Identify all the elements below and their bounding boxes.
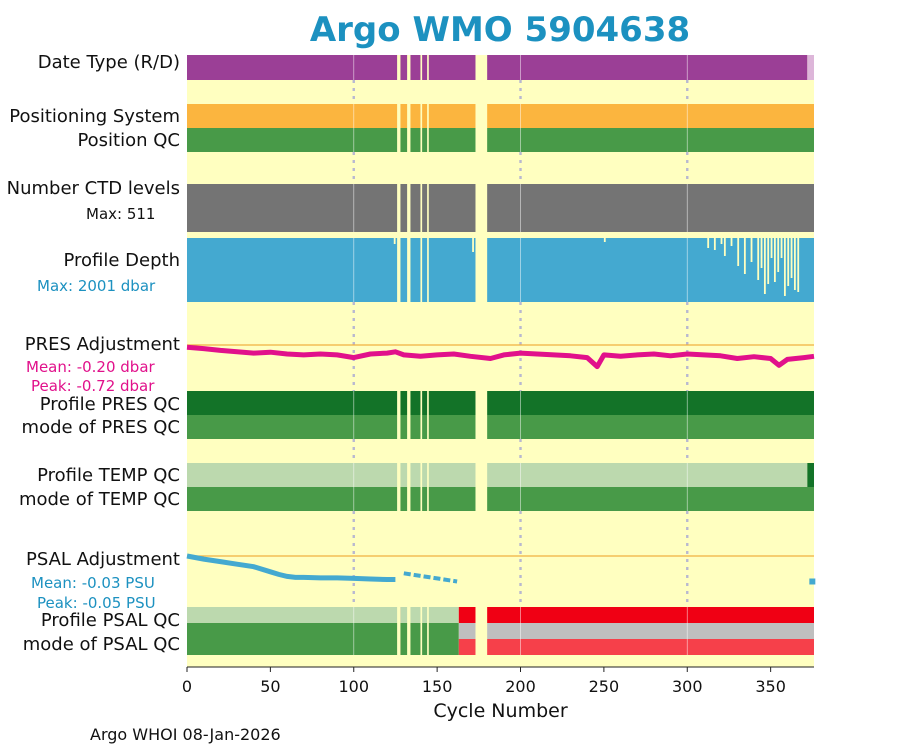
qc-band-7-seg-1 bbox=[807, 463, 814, 487]
plot-background bbox=[187, 55, 814, 667]
label-profile-psal-qc: Profile PSAL QC bbox=[40, 610, 180, 631]
depth-shallow-21 bbox=[790, 238, 793, 278]
depth-shallow-23 bbox=[797, 238, 800, 292]
label-mode-temp-qc: mode of TEMP QC bbox=[18, 489, 180, 510]
x-axis-label: Cycle Number bbox=[433, 700, 567, 722]
qc-band-10-seg-0 bbox=[187, 623, 459, 639]
qc-band-3-seg-0 bbox=[187, 184, 814, 232]
label-psal-adjustment: PSAL Adjustment bbox=[25, 549, 180, 570]
qc-band-10-seg-1 bbox=[458, 623, 814, 639]
qc-band-4-seg-0 bbox=[187, 238, 814, 302]
pres-mean-text: Mean: -0.20 dbar bbox=[26, 358, 155, 376]
psal-adjustment-line bbox=[186, 553, 396, 582]
qc-band-8-seg-0 bbox=[187, 487, 814, 511]
qc-band-6-seg-0 bbox=[187, 415, 814, 439]
depth-shallow-12 bbox=[760, 238, 763, 268]
qc-band-11-seg-2 bbox=[400, 639, 459, 655]
x-tick-label-4: 200 bbox=[505, 677, 536, 696]
depth-shallow-22 bbox=[793, 238, 796, 290]
label-profile-pres-qc: Profile PRES QC bbox=[39, 394, 180, 415]
depth-shallow-20 bbox=[787, 238, 790, 286]
qc-band-11-seg-0 bbox=[187, 639, 399, 655]
depth-max-text: Max: 2001 dbar bbox=[37, 277, 156, 295]
depth-shallow-7 bbox=[730, 238, 733, 246]
depth-shallow-19 bbox=[783, 238, 786, 296]
qc-band-5-seg-0 bbox=[187, 391, 814, 415]
qc-band-11-seg-3 bbox=[458, 639, 814, 655]
x-tick-label-0: 0 bbox=[182, 677, 192, 696]
depth-shallow-0 bbox=[393, 238, 396, 244]
label-pres-adjustment: PRES Adjustment bbox=[24, 334, 180, 355]
label-mode-pres-qc: mode of PRES QC bbox=[21, 417, 180, 438]
qc-band-9-seg-2 bbox=[400, 607, 459, 623]
psal-adjustment-last-point bbox=[809, 578, 816, 585]
qc-band-0-seg-0 bbox=[187, 55, 808, 80]
cycle-gap-1 bbox=[407, 55, 411, 667]
label-position-qc: Position QC bbox=[77, 130, 180, 151]
depth-shallow-9 bbox=[743, 238, 746, 274]
label-mode-psal-qc: mode of PSAL QC bbox=[22, 634, 180, 655]
depth-shallow-1 bbox=[472, 238, 474, 252]
depth-shallow-13 bbox=[763, 238, 766, 294]
footer-credit: Argo WHOI 08-Jan-2026 bbox=[90, 725, 281, 744]
psal-peak-text: Peak: -0.05 PSU bbox=[37, 594, 156, 612]
depth-shallow-14 bbox=[767, 238, 770, 284]
psal-adjustment-line-late bbox=[403, 571, 458, 584]
qc-band-7-seg-0 bbox=[187, 463, 808, 487]
depth-shallow-4 bbox=[713, 238, 716, 250]
x-tick-label-3: 150 bbox=[422, 677, 453, 696]
pres-peak-text: Peak: -0.72 dbar bbox=[31, 377, 155, 395]
cycle-gap-3 bbox=[427, 55, 429, 667]
label-profile-depth: Profile Depth bbox=[63, 250, 180, 271]
depth-shallow-5 bbox=[720, 238, 723, 244]
x-tick-label-7: 350 bbox=[755, 677, 786, 696]
ctd-max-text: Max: 511 bbox=[86, 205, 156, 223]
depth-shallow-8 bbox=[737, 238, 740, 266]
x-tick-label-1: 50 bbox=[260, 677, 280, 696]
label-date-type: Date Type (R/D) bbox=[37, 52, 180, 73]
qc-band-2-seg-0 bbox=[187, 128, 814, 152]
depth-shallow-10 bbox=[750, 238, 753, 262]
x-tick-label-2: 100 bbox=[338, 677, 369, 696]
qc-band-9-seg-0 bbox=[187, 607, 399, 623]
chart-title: Argo WMO 5904638 bbox=[309, 10, 691, 50]
depth-shallow-18 bbox=[780, 238, 783, 258]
qc-band-0-seg-1 bbox=[807, 55, 814, 80]
depth-shallow-3 bbox=[707, 238, 710, 248]
psal-mean-text: Mean: -0.03 PSU bbox=[31, 574, 155, 592]
cycle-gap-0 bbox=[397, 55, 401, 667]
x-tick-label-5: 250 bbox=[589, 677, 620, 696]
qc-band-9-seg-3 bbox=[458, 607, 814, 623]
depth-shallow-16 bbox=[773, 238, 776, 282]
label-positioning-system: Positioning System bbox=[9, 106, 180, 127]
depth-shallow-15 bbox=[770, 238, 773, 258]
cycle-gap-4 bbox=[475, 55, 488, 667]
depth-shallow-2 bbox=[603, 238, 606, 242]
x-tick-label-6: 300 bbox=[672, 677, 703, 696]
depth-shallow-11 bbox=[757, 238, 760, 280]
label-profile-temp-qc: Profile TEMP QC bbox=[37, 465, 180, 486]
qc-band-1-seg-0 bbox=[187, 104, 814, 128]
pres-adjustment-line-0 bbox=[186, 344, 815, 370]
label-number-ctd-levels: Number CTD levels bbox=[6, 178, 180, 199]
depth-shallow-6 bbox=[723, 238, 726, 256]
depth-shallow-17 bbox=[777, 238, 780, 272]
cycle-gap-2 bbox=[420, 55, 423, 667]
